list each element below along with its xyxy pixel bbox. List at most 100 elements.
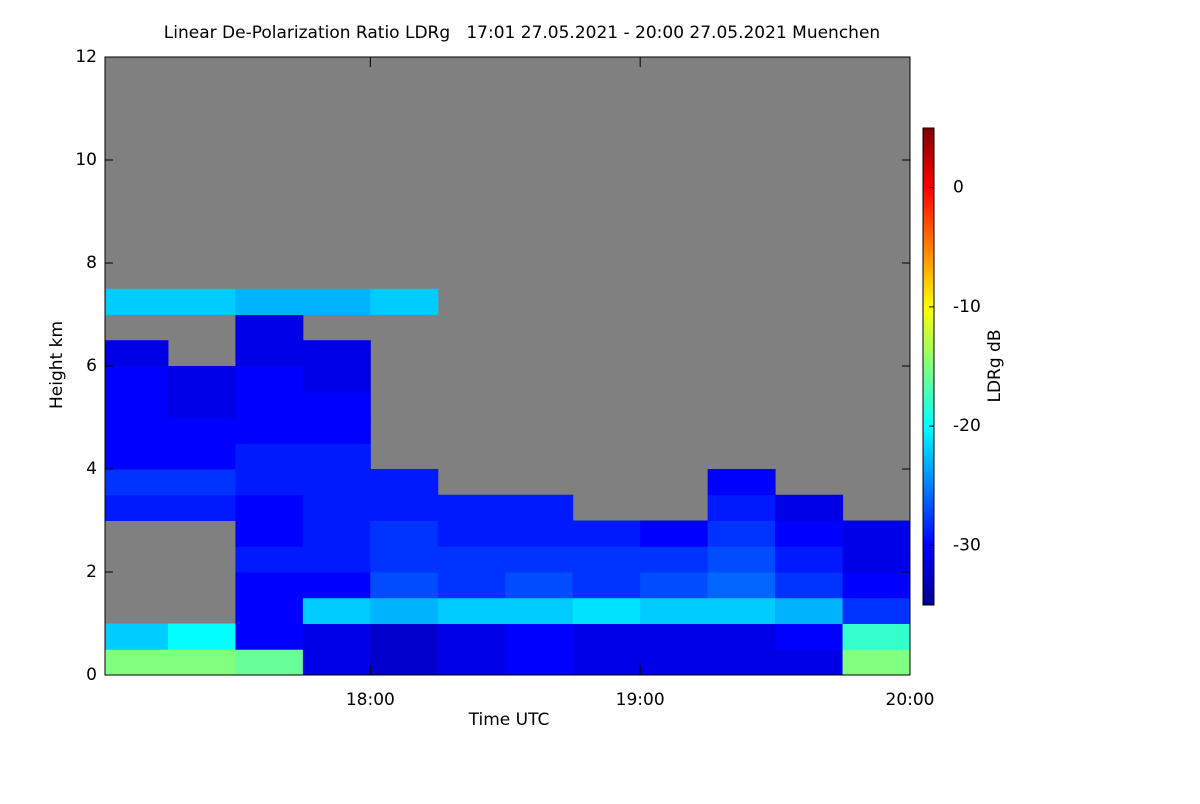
heatmap-cell [167, 366, 236, 393]
heatmap-cell [640, 649, 709, 675]
y-tick-label: 6 [86, 356, 97, 376]
heatmap-cell [437, 597, 506, 624]
heatmap-cell [167, 391, 236, 418]
heatmap-cell [775, 623, 844, 650]
x-tick-label: 18:00 [346, 690, 395, 710]
heatmap-cell [105, 649, 169, 675]
heatmap-cell [167, 288, 236, 315]
heatmap-cell [572, 649, 641, 675]
heatmap-cell [707, 546, 776, 573]
chart-title: Linear De-Polarization Ratio LDRg 17:01 … [164, 23, 880, 43]
heatmap-cell [572, 572, 641, 599]
heatmap-cell [235, 288, 304, 315]
heatmap-cell [235, 623, 304, 650]
colorbar-tick-label: -10 [953, 297, 981, 317]
heatmap-cell [505, 520, 574, 547]
heatmap-cell [775, 546, 844, 573]
heatmap-cell [707, 494, 776, 521]
heatmap-cell [105, 494, 169, 521]
heatmap-cell [370, 520, 439, 547]
y-tick-label: 10 [75, 150, 97, 170]
heatmap-cell [302, 340, 371, 367]
heatmap-cell [302, 443, 371, 470]
heatmap-cell [842, 520, 910, 547]
heatmap-cell [775, 494, 844, 521]
x-tick-label: 20:00 [886, 690, 935, 710]
y-axis-label: Height km [47, 321, 67, 409]
heatmap-cell [505, 623, 574, 650]
colorbar [922, 127, 935, 606]
heatmap-cell [105, 391, 169, 418]
heatmap-cell [302, 572, 371, 599]
heatmap-cell [235, 340, 304, 367]
heatmap-cell [302, 391, 371, 418]
heatmap-cell [775, 597, 844, 624]
heatmap-cell [370, 288, 439, 315]
colorbar-tick-label: 0 [953, 178, 964, 198]
heatmap-cell [505, 649, 574, 675]
heatmap-cell [370, 623, 439, 650]
heatmap-cell [572, 597, 641, 624]
heatmap-cell [640, 520, 709, 547]
heatmap-cell [572, 546, 641, 573]
x-tick-label: 19:00 [616, 690, 665, 710]
heatmap-cell [235, 520, 304, 547]
colorbar-tick-label: -20 [953, 416, 981, 436]
heatmap-cell [302, 546, 371, 573]
heatmap-cell [572, 623, 641, 650]
heatmap-cell [105, 443, 169, 470]
heatmap-cell [302, 649, 371, 675]
heatmap-cell [235, 391, 304, 418]
heatmap-cell [505, 546, 574, 573]
heatmap-cell [505, 572, 574, 599]
heatmap-cell [370, 494, 439, 521]
heatmap-cell [775, 649, 844, 675]
colorbar-label: LDRg dB [985, 329, 1005, 402]
heatmap-cell [235, 597, 304, 624]
heatmap-cell [302, 520, 371, 547]
heatmap-cell [842, 597, 910, 624]
heatmap-cell [437, 494, 506, 521]
heatmap-cell [302, 494, 371, 521]
heatmap-cell [842, 546, 910, 573]
heatmap-cell [105, 417, 169, 444]
heatmap-cell [370, 469, 439, 496]
heatmap-cell [302, 288, 371, 315]
heatmap-cell [167, 649, 236, 675]
heatmap-cell [370, 597, 439, 624]
heatmap-cell [302, 417, 371, 444]
heatmap-cell [640, 597, 709, 624]
heatmap-cell [302, 366, 371, 393]
heatmap-cell [302, 469, 371, 496]
x-axis-label: Time UTC [468, 710, 550, 730]
heatmap-cell [235, 417, 304, 444]
heatmap-cell [105, 288, 169, 315]
heatmap-cell [707, 469, 776, 496]
heatmap-cell [235, 572, 304, 599]
heatmap-cell [437, 649, 506, 675]
heatmap-cell [707, 572, 776, 599]
heatmap-cell [707, 597, 776, 624]
heatmap-cell [572, 520, 641, 547]
heatmap-cell [437, 572, 506, 599]
heatmap-cell [105, 366, 169, 393]
heatmap-cell [235, 366, 304, 393]
heatmap-cell [505, 597, 574, 624]
heatmap-cell [842, 572, 910, 599]
y-tick-label: 0 [86, 665, 97, 685]
heatmap-cell [235, 314, 304, 341]
heatmap-cell [437, 546, 506, 573]
heatmap-cell [707, 649, 776, 675]
heatmap-cell [775, 572, 844, 599]
heatmap-cell [505, 494, 574, 521]
y-tick-label: 8 [86, 253, 97, 273]
heatmap-cell [707, 520, 776, 547]
heatmap-cell [640, 546, 709, 573]
heatmap-cell [370, 649, 439, 675]
colorbar-tick-label: -30 [953, 535, 981, 555]
heatmap-cell [105, 469, 169, 496]
y-tick-label: 2 [86, 562, 97, 582]
heatmap-cell [842, 623, 910, 650]
heatmap-cell [235, 494, 304, 521]
